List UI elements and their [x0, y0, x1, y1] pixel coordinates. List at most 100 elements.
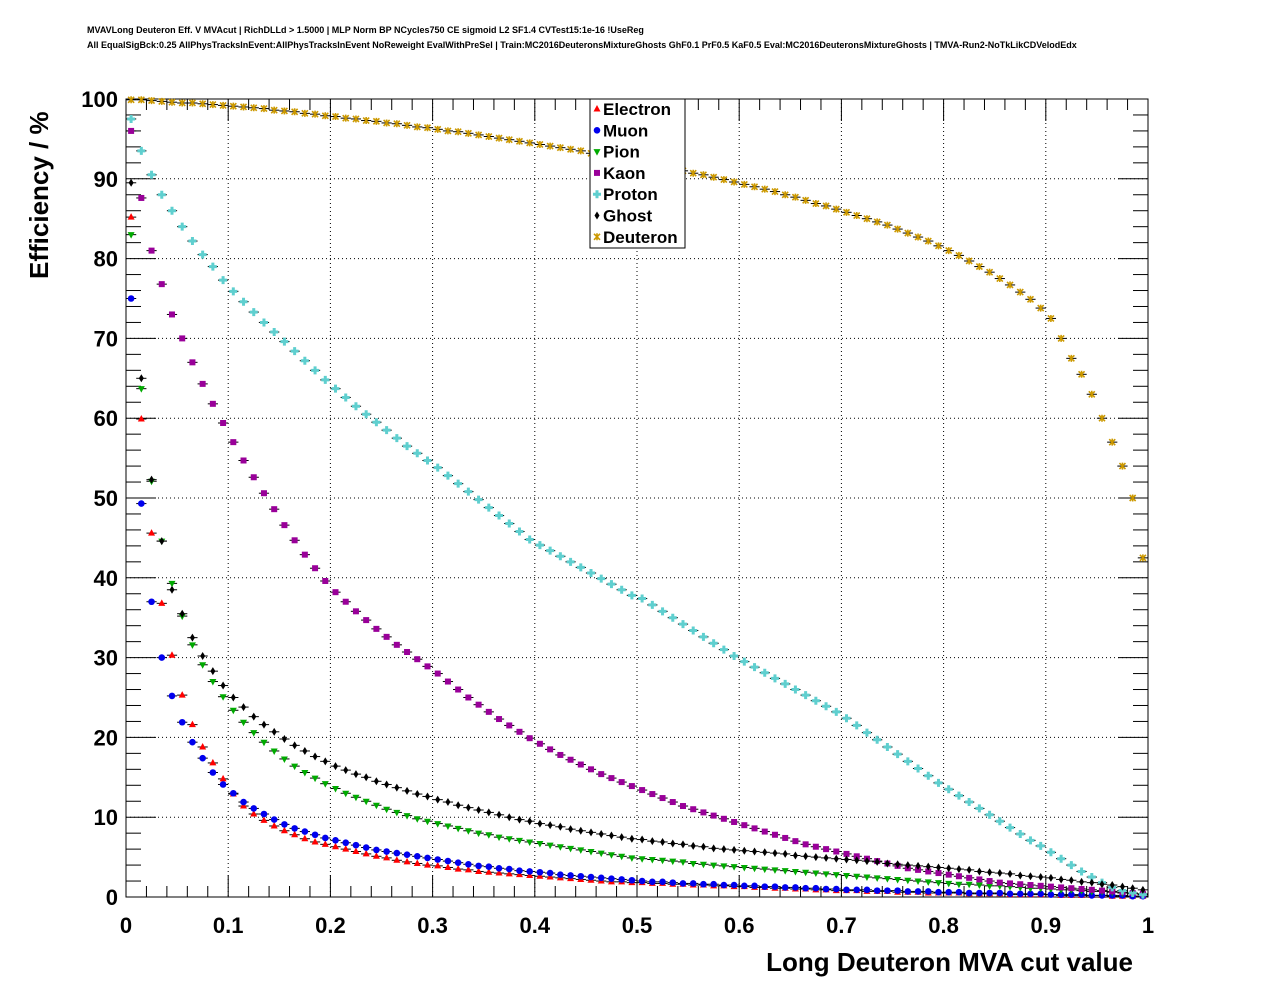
- data-point: [792, 851, 798, 860]
- data-point: [996, 889, 1004, 897]
- data-point: [668, 613, 677, 622]
- data-point: [782, 834, 789, 841]
- data-point: [710, 862, 718, 870]
- data-point: [945, 880, 953, 888]
- data-point: [434, 125, 442, 133]
- data-point: [230, 789, 237, 797]
- data-point: [649, 837, 655, 846]
- data-point: [751, 865, 759, 873]
- y-tick-label: 70: [94, 326, 118, 351]
- data-point: [965, 881, 973, 889]
- data-point: [976, 889, 983, 897]
- data-point: [1027, 872, 1033, 881]
- data-point: [1119, 882, 1125, 891]
- data-point: [1007, 880, 1014, 887]
- data-point: [628, 876, 636, 884]
- data-point: [587, 569, 596, 578]
- data-point: [843, 886, 850, 894]
- data-point: [147, 170, 156, 179]
- data-point: [658, 607, 667, 616]
- data-point: [455, 801, 461, 810]
- x-tick-label: 0.4: [520, 913, 551, 938]
- data-point: [352, 794, 360, 802]
- data-point: [822, 202, 830, 210]
- data-point: [648, 856, 656, 864]
- data-point: [1077, 867, 1086, 876]
- data-point: [342, 845, 350, 852]
- data-point: [454, 479, 463, 488]
- data-point: [720, 176, 728, 184]
- data-point: [127, 295, 135, 302]
- data-point: [659, 795, 666, 802]
- data-point: [137, 96, 145, 104]
- data-point: [250, 474, 257, 481]
- y-tick-label: 60: [94, 406, 118, 431]
- data-point: [474, 495, 483, 504]
- data-point: [842, 714, 851, 723]
- data-point: [505, 519, 514, 528]
- data-point: [526, 839, 534, 846]
- data-point: [556, 552, 565, 561]
- data-point: [413, 123, 421, 131]
- data-point: [372, 117, 380, 125]
- data-point: [362, 798, 370, 806]
- data-point: [730, 881, 738, 889]
- data-point: [515, 527, 524, 536]
- legend-marker-icon: [593, 105, 601, 112]
- data-point: [300, 356, 309, 365]
- data-point: [260, 105, 268, 113]
- data-point: [1078, 370, 1086, 378]
- data-point: [403, 857, 411, 865]
- data-point: [495, 834, 503, 842]
- data-point: [352, 608, 359, 615]
- data-point: [362, 844, 370, 851]
- data-point: [1047, 314, 1055, 323]
- data-point: [220, 681, 226, 690]
- data-point: [393, 809, 401, 817]
- data-point: [291, 825, 298, 832]
- data-point: [862, 728, 871, 737]
- data-point: [259, 318, 268, 327]
- data-point: [464, 129, 472, 137]
- data-point: [1038, 873, 1044, 882]
- data-point: [373, 625, 380, 632]
- data-point: [383, 848, 390, 855]
- data-point: [751, 882, 758, 890]
- data-point: [1057, 854, 1066, 863]
- data-point: [230, 439, 237, 446]
- data-point: [260, 739, 268, 747]
- data-point: [689, 880, 697, 887]
- data-point: [434, 861, 442, 869]
- data-point: [475, 862, 482, 870]
- data-point: [219, 101, 227, 109]
- data-point: [250, 805, 258, 812]
- data-point: [332, 837, 339, 844]
- legend-label: Kaon: [603, 164, 646, 183]
- data-point: [752, 847, 758, 856]
- data-point: [311, 366, 320, 375]
- legend-marker-icon: [593, 190, 601, 199]
- data-point: [709, 639, 718, 648]
- data-point: [987, 868, 993, 877]
- data-point: [853, 211, 861, 220]
- data-point: [822, 885, 830, 893]
- data-point: [832, 707, 841, 716]
- data-point: [526, 735, 533, 742]
- data-point: [127, 96, 135, 104]
- data-point: [178, 718, 186, 726]
- data-point: [454, 825, 462, 833]
- data-point: [597, 874, 605, 882]
- data-point: [351, 402, 360, 411]
- data-point: [1099, 887, 1106, 894]
- data-point: [996, 274, 1004, 283]
- data-point: [392, 434, 401, 443]
- data-point: [761, 828, 768, 835]
- data-point: [1068, 891, 1075, 898]
- data-point: [955, 251, 963, 259]
- data-point: [372, 852, 380, 859]
- data-point: [332, 842, 340, 850]
- data-point: [781, 191, 789, 199]
- data-point: [353, 770, 359, 779]
- data-point: [771, 831, 778, 838]
- data-point: [1079, 877, 1085, 886]
